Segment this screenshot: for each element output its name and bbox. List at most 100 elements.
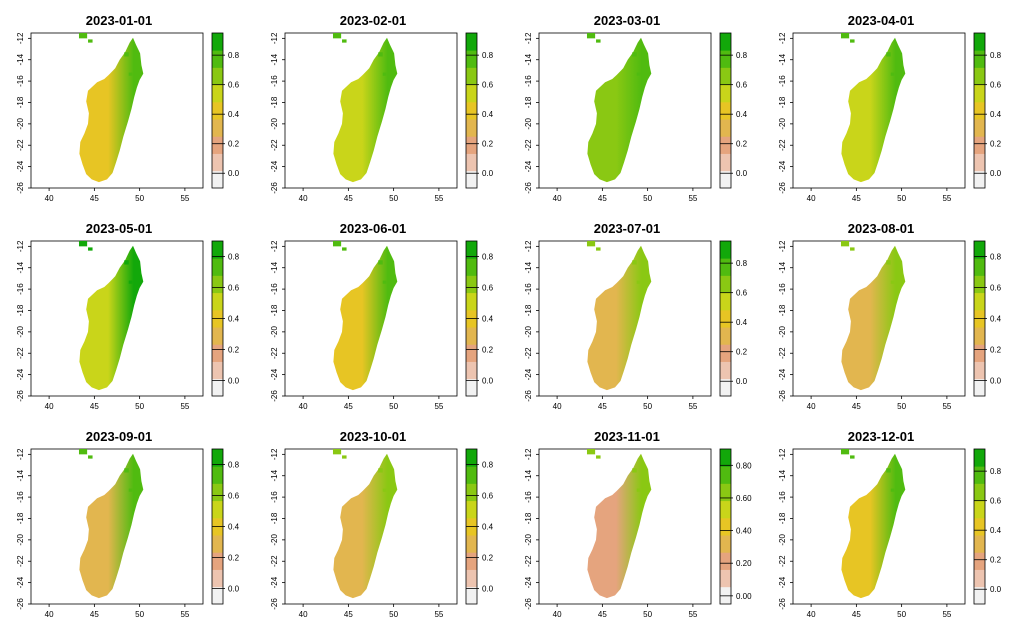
legend-tick-label: 0.4	[482, 110, 494, 119]
legend-color-step	[720, 552, 731, 570]
madagascar-raster	[333, 245, 398, 391]
x-tick-label: 40	[553, 610, 562, 619]
y-tick-label: -16	[778, 491, 787, 503]
legend-color-step	[720, 517, 731, 536]
madagascar-raster	[587, 37, 652, 183]
legend-color-step	[974, 466, 985, 484]
legend-tick-label: 0.80	[736, 461, 752, 470]
legend-color-step	[466, 483, 477, 502]
y-tick-label: -14	[524, 261, 533, 273]
y-tick-label: -18	[778, 304, 787, 316]
island-raster	[840, 449, 850, 455]
x-tick-label: 50	[897, 610, 906, 619]
y-tick-label: -22	[778, 347, 787, 359]
x-tick-label: 45	[852, 194, 861, 203]
legend-color-step	[212, 344, 223, 362]
legend-color-step	[466, 327, 477, 345]
y-tick-label: -12	[524, 32, 533, 44]
legend-frame	[719, 240, 732, 397]
legend-color-step	[720, 569, 731, 588]
x-tick-label: 40	[807, 610, 816, 619]
y-tick-label: -12	[778, 32, 787, 44]
y-tick-label: -16	[778, 283, 787, 295]
x-tick-label: 40	[45, 194, 54, 203]
legend-tick-label: 0.6	[482, 284, 494, 293]
legend-color-step	[212, 275, 223, 294]
legend-color-step	[212, 586, 223, 605]
y-tick-label: -24	[524, 368, 533, 380]
x-tick-label: 55	[688, 194, 697, 203]
island-raster	[382, 72, 387, 76]
y-tick-label: -22	[524, 139, 533, 151]
legend-color-step	[720, 500, 731, 519]
y-tick-label: -26	[778, 390, 787, 402]
legend-color-step	[466, 500, 477, 519]
y-tick-label: -14	[16, 53, 25, 65]
y-tick-label: -26	[778, 182, 787, 194]
y-tick-label: -22	[16, 555, 25, 567]
legend-tick-label: 0.0	[228, 377, 240, 386]
map-panel: 2023-12-01 40 45 50 55 -12 -14 -16 -18 -20 -22 -24 -…	[778, 429, 1002, 619]
legend-tick-label: 0.4	[482, 523, 494, 532]
island-raster	[78, 241, 88, 247]
legend-tick-label: 0.60	[736, 494, 752, 503]
legend-color-step	[720, 466, 731, 484]
legend-tick-label: 0.0	[990, 169, 1002, 178]
y-tick-label: -14	[16, 261, 25, 273]
panel-title: 2023-04-01	[848, 13, 915, 28]
y-tick-label: -18	[778, 96, 787, 108]
legend-tick-label: 0.0	[990, 377, 1002, 386]
y-tick-label: -24	[270, 368, 279, 380]
legend-tick-label: 0.4	[228, 110, 240, 119]
y-tick-label: -24	[778, 576, 787, 588]
y-tick-label: -24	[16, 576, 25, 588]
island-raster	[636, 72, 641, 76]
x-tick-label: 50	[897, 194, 906, 203]
x-tick-label: 45	[852, 402, 861, 411]
legend-color-step	[974, 378, 985, 397]
legend-color-step	[466, 241, 477, 259]
y-tick-label: -26	[16, 598, 25, 610]
legend-color-step	[466, 586, 477, 605]
y-tick-label: -20	[524, 326, 533, 338]
legend-tick-label: 0.8	[736, 259, 748, 268]
x-tick-label: 45	[90, 402, 99, 411]
island-raster	[378, 52, 383, 57]
y-tick-label: -24	[524, 160, 533, 172]
legend-color-step	[212, 466, 223, 484]
y-tick-label: -18	[16, 512, 25, 524]
madagascar-raster	[79, 245, 144, 391]
legend-color-step	[974, 586, 985, 605]
y-tick-label: -12	[524, 448, 533, 460]
legend-tick-label: 0.2	[228, 554, 240, 563]
map-panel: 2023-06-01 40 45 50 55 -12 -14 -16 -18 -20 -22 -24 -…	[270, 221, 494, 411]
legend-color-step	[212, 552, 223, 570]
y-tick-label: -24	[16, 160, 25, 172]
y-tick-label: -14	[524, 469, 533, 481]
x-tick-label: 55	[434, 402, 443, 411]
legend-color-step	[212, 258, 223, 276]
x-tick-label: 40	[553, 402, 562, 411]
legend-color-step	[466, 535, 477, 553]
legend-color-step	[466, 378, 477, 397]
y-tick-label: -12	[16, 448, 25, 460]
legend-tick-label: 0.8	[482, 51, 494, 60]
island-raster	[850, 39, 855, 43]
y-tick-label: -16	[270, 491, 279, 503]
legend-color-step	[212, 67, 223, 86]
island-raster	[586, 241, 596, 247]
panel-title: 2023-06-01	[340, 221, 407, 236]
legend-color-step	[212, 378, 223, 397]
y-tick-label: -12	[778, 240, 787, 252]
legend-color-step	[720, 361, 731, 380]
legend-color-step	[720, 170, 731, 189]
island-raster	[586, 33, 596, 39]
madagascar-raster	[587, 245, 652, 391]
y-tick-label: -24	[778, 368, 787, 380]
legend-color-step	[212, 50, 223, 68]
legend-frame	[211, 32, 224, 189]
legend-color-step	[974, 67, 985, 86]
island-raster	[840, 33, 850, 39]
legend-color-step	[212, 153, 223, 172]
